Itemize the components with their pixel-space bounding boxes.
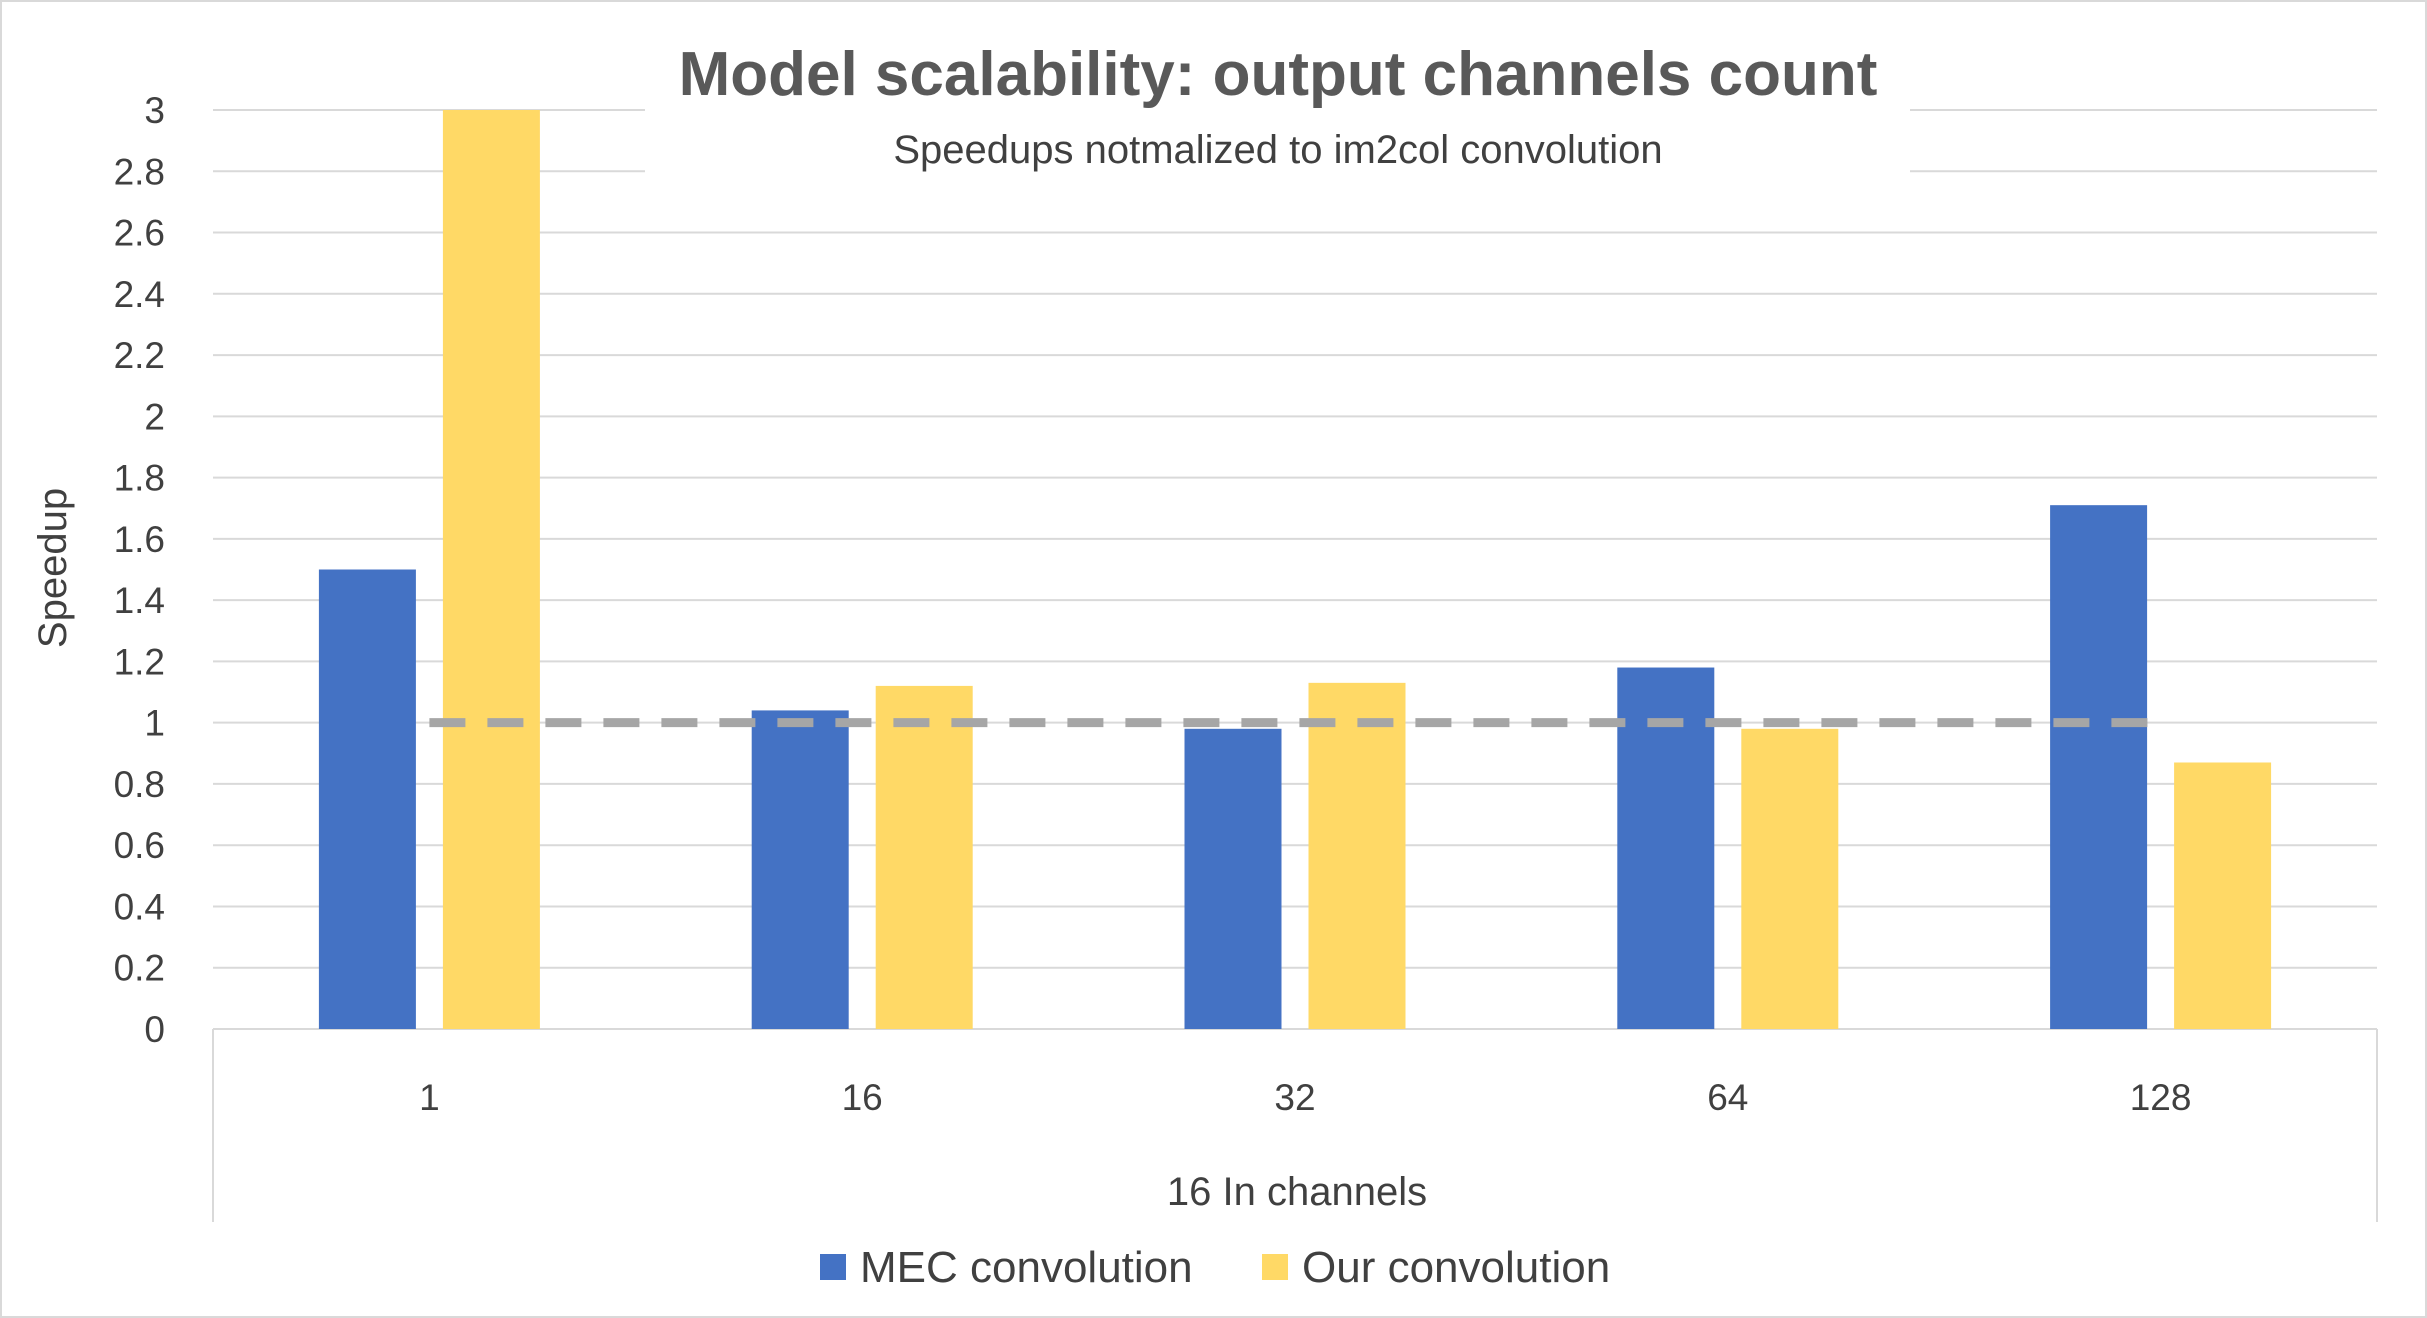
legend-swatch-2 [1262, 1254, 1288, 1280]
y-tick-label: 1.4 [114, 580, 165, 621]
y-tick-label: 0.6 [114, 825, 165, 866]
legend: MEC convolution Our convolution [820, 1243, 1610, 1292]
bar-mec-convolution-1 [318, 569, 416, 1029]
x-tick-label: 16 [842, 1077, 883, 1118]
title-backing [645, 38, 1910, 176]
y-tick-label: 0 [144, 1009, 165, 1050]
x-tick-label: 128 [2130, 1077, 2192, 1118]
legend-label-1: MEC convolution [860, 1243, 1193, 1292]
x-tick-label: 64 [1707, 1077, 1748, 1118]
x-tick-label: 1 [419, 1077, 440, 1118]
y-tick-label: 1.2 [114, 641, 165, 682]
y-tick-label: 1.6 [114, 519, 165, 560]
legend-swatch-1 [820, 1254, 846, 1280]
x-axis-title: 16 In channels [1167, 1170, 1427, 1214]
y-tick-label: 0.2 [114, 948, 165, 989]
bar-our-convolution-1 [442, 110, 540, 1029]
bar-mec-convolution-16 [751, 710, 849, 1029]
bar-our-convolution-16 [875, 685, 973, 1029]
y-tick-label: 2.2 [114, 335, 165, 376]
y-tick-labels: 0 0.2 0.4 0.6 0.8 1 1.2 1.4 1.6 1.8 2 2.2 2.4 2.6 2.8 3 [114, 90, 165, 1050]
bar-mec-convolution-32 [1184, 728, 1282, 1029]
y-tick-label: 2.4 [114, 274, 165, 315]
chart-title: Model scalability: output channels count [679, 40, 1878, 109]
y-tick-label: 0.8 [114, 764, 165, 805]
y-tick-label: 0.4 [114, 886, 165, 927]
bar-our-convolution-128 [2174, 762, 2272, 1029]
bar-mec-convolution-64 [1617, 667, 1715, 1029]
bar-our-convolution-32 [1308, 682, 1406, 1029]
chart-subtitle: Speedups notmalized to im2col convolutio… [893, 128, 1662, 172]
y-tick-label: 2 [144, 396, 165, 437]
y-tick-label: 1 [144, 703, 165, 744]
y-tick-label: 2.6 [114, 213, 165, 254]
bar-our-convolution-64 [1741, 728, 1839, 1029]
y-tick-label: 1.8 [114, 458, 165, 499]
bar-mec-convolution-128 [2050, 505, 2148, 1029]
y-axis-title: Speedup [31, 488, 75, 648]
y-tick-label: 2.8 [114, 151, 165, 192]
x-tick-label: 32 [1274, 1077, 1315, 1118]
bars [318, 110, 2272, 1029]
x-tick-labels: 1 16 32 64 128 [419, 1077, 2191, 1118]
x-axis-box [212, 1029, 2378, 1222]
y-tick-label: 3 [144, 90, 165, 131]
legend-label-2: Our convolution [1302, 1243, 1610, 1292]
